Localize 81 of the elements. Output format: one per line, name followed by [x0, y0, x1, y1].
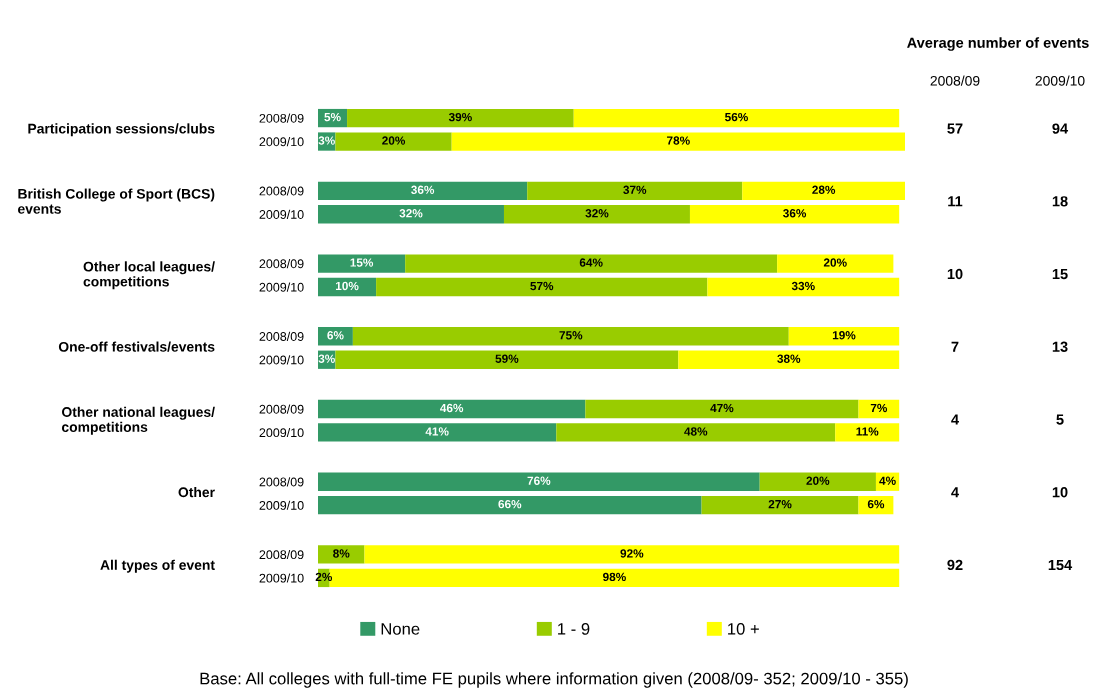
data-label: 6%: [327, 331, 344, 340]
y-tick-label: 2009/10: [259, 209, 304, 219]
text: Other local leagues/ competitions: [83, 261, 215, 290]
text: 4: [951, 487, 959, 498]
y-tick-label: 2008/09: [259, 477, 304, 487]
legend-label: 1 - 9: [558, 622, 590, 635]
data-label: 57%: [530, 281, 554, 291]
text: All types of event: [100, 559, 215, 573]
text: British College of Sport (BCS) events: [18, 188, 215, 214]
y-tick-label: 2009/10: [259, 573, 304, 583]
text: 10: [1052, 487, 1068, 498]
data-label: 15%: [350, 258, 374, 267]
legend-label: None: [381, 623, 420, 635]
y-tick-label: 2008/09: [259, 331, 304, 341]
data-label: 7%: [870, 403, 888, 413]
y-tick-label: 2009/10: [259, 355, 304, 365]
data-label: 98%: [603, 572, 626, 582]
text: 94: [1052, 123, 1069, 134]
data-label: 66%: [498, 500, 522, 509]
y-tick-label: 2009/10: [259, 137, 304, 147]
data-label: 32%: [585, 209, 609, 218]
data-label: 38%: [777, 354, 801, 363]
data-label: 37%: [623, 185, 647, 194]
data-label: 28%: [812, 185, 836, 194]
data-label: 92%: [620, 549, 644, 558]
text: 15: [1052, 269, 1068, 280]
y-tick-label: 2008/09: [259, 113, 304, 123]
text: 2008/09: [930, 75, 980, 86]
data-label: 20%: [823, 258, 847, 267]
data-label: 27%: [768, 500, 792, 509]
data-label: 64%: [579, 258, 603, 267]
data-label: 36%: [783, 209, 807, 218]
text: Other national leagues/ competitions: [61, 406, 215, 435]
data-label: 3%: [318, 136, 335, 145]
data-label: 20%: [382, 136, 406, 145]
data-label: 36%: [411, 185, 435, 194]
y-tick-label: 2009/10: [259, 427, 304, 438]
data-label: 8%: [333, 549, 350, 558]
text: 4: [951, 414, 959, 425]
text: 154: [1048, 559, 1073, 571]
text: 13: [1052, 341, 1068, 352]
data-label: 48%: [684, 427, 708, 436]
data-label: 20%: [806, 476, 830, 485]
text: Other: [178, 486, 215, 498]
data-label: 32%: [399, 209, 423, 218]
text: Base: All colleges with full-time FE pupils where information given (2008/09- 352; 2009/10 - 355): [200, 672, 908, 688]
text: Average number of events: [907, 37, 1089, 51]
text: 18: [1052, 196, 1068, 207]
text: 57: [947, 123, 963, 134]
text: 11: [948, 196, 963, 207]
text: One-off festivals/events: [58, 341, 215, 352]
data-label: 47%: [710, 403, 734, 413]
data-label: 4%: [879, 476, 896, 485]
data-label: 5%: [324, 112, 341, 122]
data-label: 76%: [527, 476, 551, 485]
text: Participation sessions/clubs: [28, 123, 215, 137]
data-label: 10%: [335, 281, 359, 291]
y-tick-label: 2009/10: [259, 500, 304, 510]
data-label: 46%: [440, 403, 464, 413]
data-label: 11%: [856, 427, 879, 436]
data-label: 75%: [559, 331, 583, 340]
data-label: 33%: [791, 281, 815, 291]
legend-label: 10 +: [728, 622, 759, 635]
text: 5: [1056, 414, 1064, 425]
text: 2009/10: [1035, 75, 1085, 86]
y-tick-label: 2008/09: [259, 186, 304, 196]
y-tick-label: 2008/09: [259, 404, 304, 414]
data-label: 59%: [495, 354, 519, 363]
data-label: 19%: [832, 331, 856, 340]
data-label: 41%: [425, 427, 449, 436]
text: 10: [947, 268, 963, 280]
y-tick-label: 2009/10: [259, 282, 304, 292]
data-label: 39%: [448, 112, 472, 122]
data-label: 6%: [867, 500, 885, 509]
y-tick-label: 2008/09: [259, 549, 304, 560]
text: 92: [947, 559, 963, 571]
text: 7: [951, 341, 959, 352]
data-label: 78%: [667, 136, 690, 145]
y-tick-label: 2008/09: [259, 259, 304, 269]
data-label: 56%: [725, 112, 748, 122]
data-label: 3%: [318, 354, 335, 363]
